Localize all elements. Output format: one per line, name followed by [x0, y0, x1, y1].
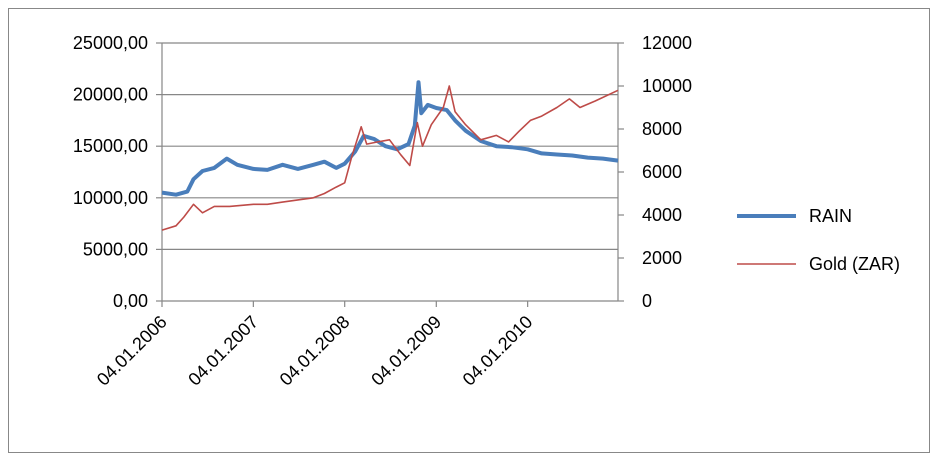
right-axis-tick-label: 8000: [642, 119, 682, 139]
right-axis-tick-label: 0: [642, 291, 652, 311]
x-axis-tick-label: 04.01.2010: [459, 312, 537, 390]
right-axis-tick-label: 10000: [642, 76, 692, 96]
series-line-rain: [161, 80, 619, 197]
x-axis-tick-label: 04.01.2006: [93, 312, 171, 390]
right-axis-tick-label: 6000: [642, 162, 682, 182]
x-axis-tick-label: 04.01.2007: [184, 312, 262, 390]
legend-label: RAIN: [809, 206, 852, 226]
right-axis-tick-label: 2000: [642, 248, 682, 268]
left-axis-tick-label: 25000,00: [73, 33, 148, 53]
left-axis-tick-label: 5000,00: [83, 239, 148, 259]
x-axis-tick-label: 04.01.2009: [367, 312, 445, 390]
right-axis-tick-label: 4000: [642, 205, 682, 225]
x-axis-tick-label: 04.01.2008: [276, 312, 354, 390]
left-axis-tick-label: 0,00: [113, 291, 148, 311]
right-axis-tick-label: 12000: [642, 33, 692, 53]
left-axis-tick-label: 20000,00: [73, 85, 148, 105]
left-axis-tick-label: 15000,00: [73, 136, 148, 156]
left-axis-tick-label: 10000,00: [73, 188, 148, 208]
series-line-gold-zar: [161, 85, 619, 231]
legend-label: Gold (ZAR): [809, 254, 900, 274]
